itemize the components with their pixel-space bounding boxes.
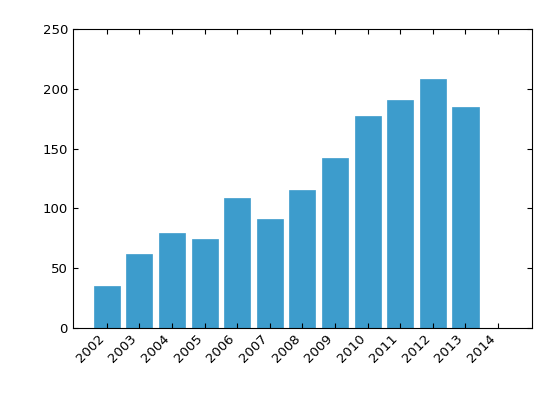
Bar <box>159 234 185 328</box>
Bar <box>452 107 478 328</box>
Bar <box>354 116 381 328</box>
Bar <box>127 254 152 328</box>
Bar <box>192 239 218 328</box>
Bar <box>322 158 348 328</box>
Bar <box>387 100 413 328</box>
Bar <box>420 79 446 328</box>
Bar <box>224 197 250 328</box>
Bar <box>256 219 283 328</box>
Bar <box>290 190 315 328</box>
Bar <box>94 286 120 328</box>
